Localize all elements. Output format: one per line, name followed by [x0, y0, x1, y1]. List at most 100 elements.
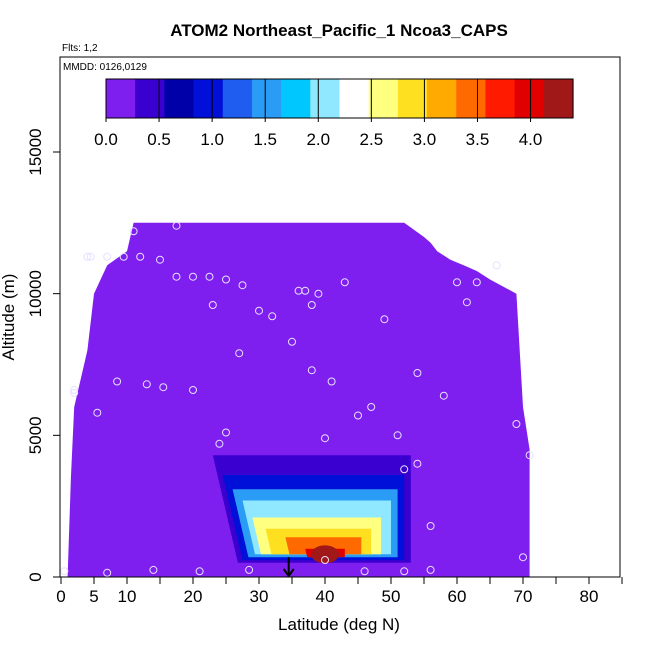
- sample-point: [70, 386, 79, 394]
- sample-point: [136, 252, 145, 261]
- x-tick-label: 40: [316, 587, 335, 606]
- colorbar-tick-label: 4.0: [519, 130, 543, 149]
- heatmap-layer: [60, 221, 534, 577]
- sample-point: [340, 278, 349, 287]
- colorbar-swatch: [106, 79, 136, 118]
- colorbar-swatch: [135, 79, 165, 118]
- y-axis: 0 5000 10000 15000: [26, 128, 60, 582]
- colorbar-tick-label: 2.0: [306, 130, 330, 149]
- sample-point: [301, 286, 310, 295]
- sample-point: [321, 434, 329, 443]
- sample-point: [159, 383, 168, 392]
- sample-point: [238, 281, 247, 290]
- sample-point: [519, 553, 527, 562]
- sample-point: [245, 565, 254, 574]
- colorbar-frame: [105, 78, 574, 119]
- sample-point: [156, 255, 164, 264]
- max-value-blob: [311, 545, 339, 564]
- colorbar-tick-label: 1.0: [200, 130, 224, 149]
- y-tick-label: 5000: [26, 416, 45, 454]
- colorbar-tick-label: 0.5: [147, 130, 171, 149]
- sample-point: [439, 391, 448, 400]
- sample-point: [235, 349, 244, 358]
- sample-point: [222, 275, 230, 284]
- sample-point: [426, 565, 435, 574]
- y-tick-label: 0: [26, 572, 45, 581]
- sample-point: [215, 439, 224, 448]
- plot-frame: [59, 56, 621, 578]
- sample-point: [426, 522, 435, 530]
- colorbar-swatch: [281, 79, 311, 118]
- x-tick-label: 10: [118, 587, 137, 606]
- sample-point: [413, 369, 422, 377]
- sample-point: [321, 556, 329, 564]
- colorbar-swatch: [456, 79, 487, 118]
- colorbar-swatch: [543, 79, 574, 118]
- sample-point: [453, 278, 461, 287]
- x-tick-label: 20: [184, 587, 203, 606]
- sample-point: [208, 301, 217, 309]
- x-tick-label: 80: [580, 587, 599, 606]
- sample-point: [360, 567, 369, 576]
- colorbar-swatch: [164, 79, 195, 118]
- sample-point: [314, 289, 323, 298]
- sample-point: [129, 227, 138, 236]
- x-tick-label: 60: [448, 587, 467, 606]
- colorbar-swatch: [251, 79, 282, 118]
- sample-point: [119, 252, 128, 261]
- colorbar-tick-label: 1.5: [253, 130, 277, 149]
- sample-point: [462, 298, 471, 307]
- colorbar-tick-label: 2.5: [360, 130, 384, 149]
- sample-point: [189, 386, 197, 394]
- sample-point: [70, 388, 79, 397]
- colorbar-swatch: [222, 79, 253, 118]
- colorbar-swatch: [193, 79, 224, 118]
- y-axis-label: Altitude (m): [0, 274, 18, 361]
- sample-point: [86, 252, 95, 261]
- date-annotation: MMDD: 0126,0129: [63, 62, 147, 73]
- sample-point: [354, 411, 362, 420]
- colorbar-swatch: [427, 79, 457, 118]
- x-tick-label: 70: [514, 587, 533, 606]
- plot-area: [60, 221, 534, 578]
- x-axis-label: Latitude (deg N): [278, 615, 400, 634]
- sample-point: [307, 301, 316, 309]
- sample-point: [142, 380, 151, 389]
- colorbar-tick-label: 3.0: [413, 130, 437, 149]
- sample-point: [413, 459, 422, 468]
- sample-point: [393, 431, 402, 440]
- sample-point: [189, 272, 197, 281]
- sample-point: [113, 377, 122, 386]
- colorbar-tick-label: 0.0: [94, 130, 118, 149]
- sample-point: [172, 272, 181, 281]
- x-axis: 0 5 10 20 30 40 50 60 70 80: [56, 577, 623, 606]
- colorbar-tick-label: 3.5: [466, 130, 490, 149]
- sample-point: [172, 221, 181, 230]
- y-tick-label: 15000: [26, 128, 45, 175]
- sample-point: [205, 272, 214, 281]
- arrow-marker-head: [282, 568, 295, 578]
- sample-point: [472, 278, 481, 287]
- sample-point: [380, 315, 389, 324]
- colorbar-swatch: [397, 79, 428, 118]
- flights-annotation: Flts: 1,2: [62, 43, 98, 54]
- background-field: [67, 222, 530, 577]
- colorbar-swatch: [339, 79, 370, 118]
- sample-point: [512, 420, 521, 428]
- y-tick-label: 10000: [26, 270, 45, 317]
- sample-point: [525, 451, 534, 460]
- sample-point: [367, 403, 376, 411]
- sample-point: [400, 465, 409, 474]
- sample-point: [492, 261, 501, 270]
- sample-point: [222, 428, 230, 437]
- sample-point: [149, 565, 158, 574]
- sample-point: [268, 312, 277, 321]
- chart-title: ATOM2 Northeast_Pacific_1 Ncoa3_CAPS: [170, 21, 508, 40]
- sample-point: [327, 377, 336, 386]
- sample-point: [195, 567, 204, 576]
- sample-point: [400, 567, 409, 576]
- colorbar-swatch: [485, 79, 516, 118]
- sample-point: [93, 408, 102, 417]
- sample-point: [60, 567, 69, 576]
